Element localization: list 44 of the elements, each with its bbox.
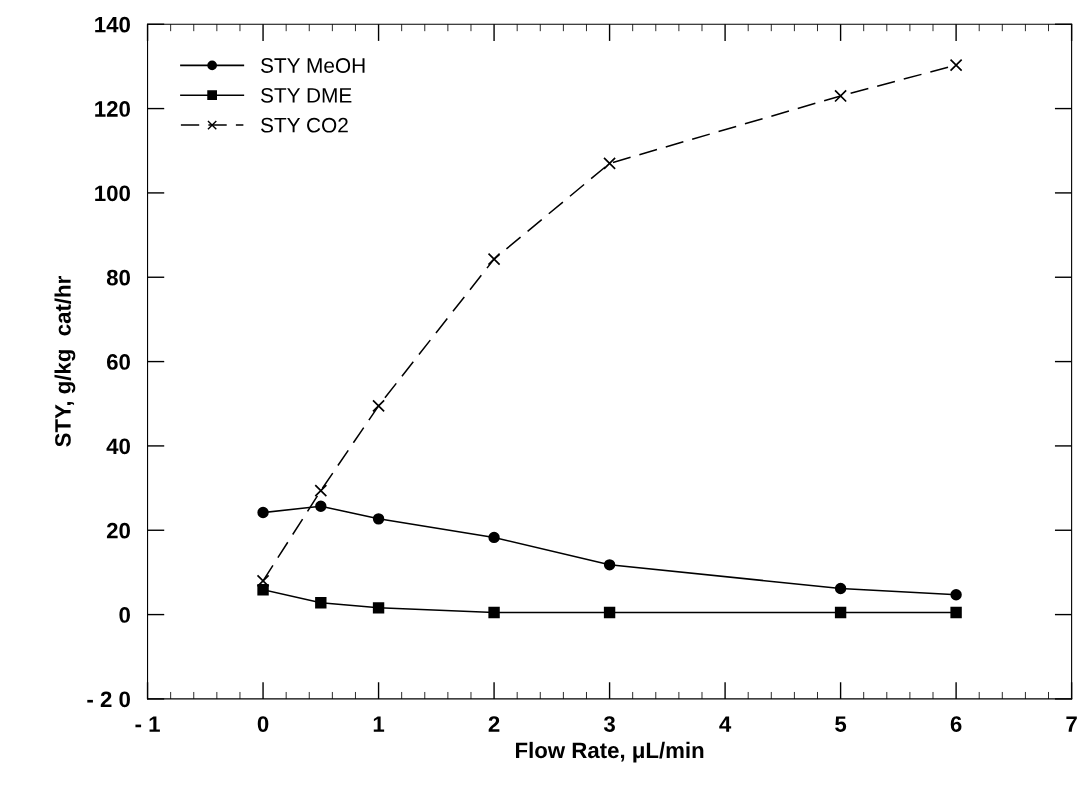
legend-label: STY MeOH — [261, 58, 365, 73]
point — [487, 252, 501, 266]
x-tick-label: 2 — [488, 716, 500, 732]
point — [372, 513, 385, 525]
y-tick-label: 100 — [95, 185, 130, 202]
point — [257, 584, 269, 596]
x-tick-label: 1 — [373, 716, 385, 732]
point — [950, 606, 962, 619]
point — [949, 58, 963, 72]
point — [603, 559, 616, 571]
point — [834, 582, 847, 595]
legend-label: STY DME — [261, 87, 352, 103]
point — [488, 606, 500, 619]
y-tick-label: - 2 0 — [87, 691, 130, 708]
x-tick-label: 0 — [257, 716, 269, 732]
y-axis-title: STY, g/kg cat/hr — [54, 276, 76, 447]
point — [315, 597, 327, 609]
y-tick-label: 20 — [106, 522, 130, 539]
point — [603, 157, 616, 170]
point — [372, 399, 385, 413]
y-tick-label: 40 — [106, 438, 130, 455]
x-tick-label: - 1 — [135, 716, 160, 732]
x-tick-label: 7 — [1066, 716, 1077, 732]
y-tick-label: 120 — [95, 101, 130, 117]
point — [257, 506, 269, 519]
x-tick-label: 4 — [719, 716, 732, 732]
point — [603, 606, 616, 619]
point — [950, 589, 962, 601]
point — [834, 606, 847, 619]
x-tick-label: 3 — [603, 716, 615, 732]
y-tick-label: 60 — [106, 354, 130, 370]
x-axis-title: Flow Rate, μL/min — [516, 741, 704, 763]
x-tick-label: 5 — [835, 716, 847, 732]
point — [314, 484, 328, 498]
legend-label: STY CO2 — [261, 117, 348, 133]
y-tick-label: 80 — [106, 269, 130, 286]
point — [256, 574, 270, 588]
y-tick-label: 140 — [95, 16, 130, 33]
point — [834, 89, 847, 103]
point — [372, 602, 385, 614]
point — [488, 531, 500, 544]
point — [315, 500, 327, 512]
x-tick-label: 6 — [950, 716, 962, 732]
y-tick-label: 0 — [119, 607, 130, 623]
